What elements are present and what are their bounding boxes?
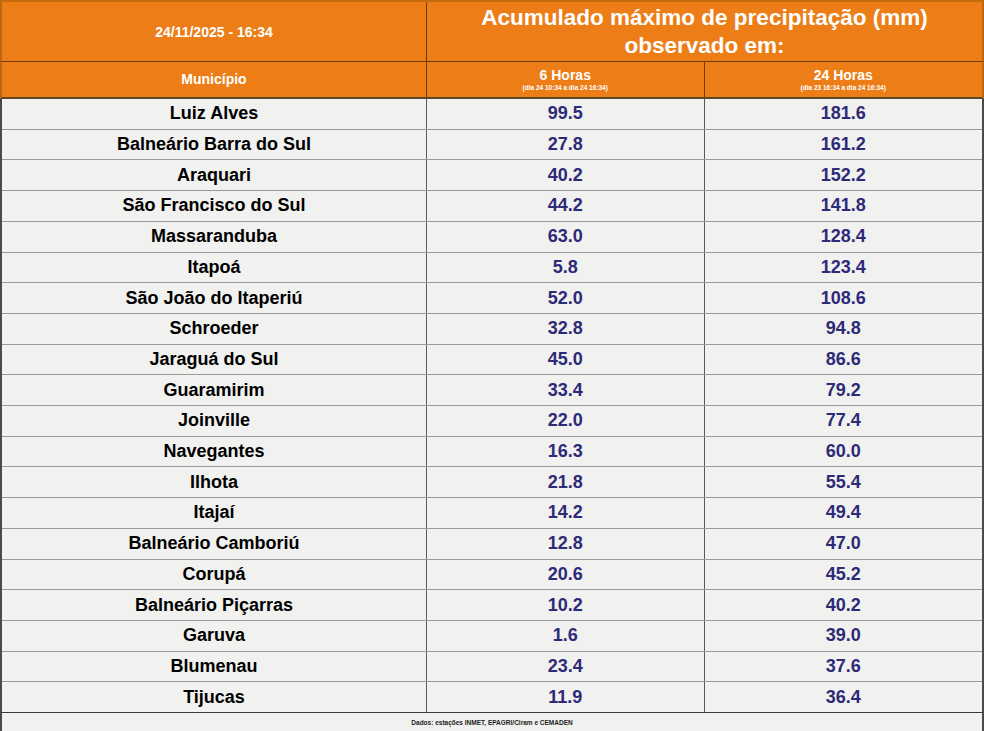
value-24h-cell: 36.4 xyxy=(705,682,983,712)
value-6h-cell: 63.0 xyxy=(427,222,705,252)
municipality-cell: Navegantes xyxy=(2,437,427,467)
column-header-6h-sub: (dia 24 10:34 a dia 24 16:34) xyxy=(523,83,608,92)
value-6h-cell: 14.2 xyxy=(427,498,705,528)
municipality-cell: Balneário Barra do Sul xyxy=(2,130,427,160)
value-6h-cell: 32.8 xyxy=(427,314,705,344)
municipality-cell: Ilhota xyxy=(2,467,427,497)
municipality-cell: Itajaí xyxy=(2,498,427,528)
value-24h-cell: 128.4 xyxy=(705,222,983,252)
table-row: Balneário Camboriú12.847.0 xyxy=(2,529,982,560)
municipality-cell: Corupá xyxy=(2,560,427,590)
value-24h-cell: 39.0 xyxy=(705,621,983,651)
municipality-cell: Tijucas xyxy=(2,682,427,712)
value-6h-cell: 40.2 xyxy=(427,160,705,190)
column-header-6h-label: 6 Horas xyxy=(540,67,591,83)
column-header-24h: 24 Horas (dia 23 16:34 a dia 24 16:34) xyxy=(705,62,983,97)
table-row: Corupá20.645.2 xyxy=(2,560,982,591)
value-24h-cell: 49.4 xyxy=(705,498,983,528)
table-row: Jaraguá do Sul45.086.6 xyxy=(2,345,982,376)
municipality-cell: Itapoá xyxy=(2,253,427,283)
table-row: Guaramirim33.479.2 xyxy=(2,375,982,406)
value-6h-cell: 21.8 xyxy=(427,467,705,497)
data-source-note: Dados: estações INMET, EPAGRI/Ciram e CE… xyxy=(0,713,984,731)
value-6h-cell: 23.4 xyxy=(427,652,705,682)
table-row: Itajaí14.249.4 xyxy=(2,498,982,529)
value-24h-cell: 123.4 xyxy=(705,253,983,283)
value-24h-cell: 152.2 xyxy=(705,160,983,190)
table-row: Blumenau23.437.6 xyxy=(2,652,982,683)
column-header-6h: 6 Horas (dia 24 10:34 a dia 24 16:34) xyxy=(427,62,705,97)
value-6h-cell: 12.8 xyxy=(427,529,705,559)
table-row: Schroeder32.894.8 xyxy=(2,314,982,345)
column-header-row: Município 6 Horas (dia 24 10:34 a dia 24… xyxy=(0,62,984,99)
table-title-line2: observado em: xyxy=(624,32,784,59)
municipality-cell: São Francisco do Sul xyxy=(2,191,427,221)
value-6h-cell: 20.6 xyxy=(427,560,705,590)
table-row: Itapoá5.8123.4 xyxy=(2,253,982,284)
table-row: Balneário Piçarras10.240.2 xyxy=(2,590,982,621)
value-24h-cell: 77.4 xyxy=(705,406,983,436)
value-6h-cell: 10.2 xyxy=(427,590,705,620)
municipality-cell: Araquari xyxy=(2,160,427,190)
table-row: Araquari40.2152.2 xyxy=(2,160,982,191)
value-6h-cell: 99.5 xyxy=(427,99,705,129)
value-24h-cell: 141.8 xyxy=(705,191,983,221)
value-24h-cell: 47.0 xyxy=(705,529,983,559)
municipality-cell: Balneário Piçarras xyxy=(2,590,427,620)
value-24h-cell: 86.6 xyxy=(705,345,983,375)
value-6h-cell: 22.0 xyxy=(427,406,705,436)
table-row: Massaranduba63.0128.4 xyxy=(2,222,982,253)
value-24h-cell: 60.0 xyxy=(705,437,983,467)
value-24h-cell: 108.6 xyxy=(705,283,983,313)
table-row: Garuva1.639.0 xyxy=(2,621,982,652)
value-6h-cell: 16.3 xyxy=(427,437,705,467)
title-row: 24/11/2025 - 16:34 Acumulado máximo de p… xyxy=(0,0,984,62)
table-row: Luiz Alves99.5181.6 xyxy=(2,99,982,130)
municipality-cell: Joinville xyxy=(2,406,427,436)
value-6h-cell: 5.8 xyxy=(427,253,705,283)
municipality-cell: São João do Itaperiú xyxy=(2,283,427,313)
value-24h-cell: 94.8 xyxy=(705,314,983,344)
municipality-cell: Luiz Alves xyxy=(2,99,427,129)
table-row: Tijucas11.936.4 xyxy=(2,682,982,713)
municipality-cell: Garuva xyxy=(2,621,427,651)
table-row: Ilhota21.855.4 xyxy=(2,467,982,498)
municipality-cell: Guaramirim xyxy=(2,375,427,405)
municipality-cell: Blumenau xyxy=(2,652,427,682)
value-6h-cell: 33.4 xyxy=(427,375,705,405)
table-title-line1: Acumulado máximo de precipitação (mm) xyxy=(481,4,927,31)
municipality-cell: Jaraguá do Sul xyxy=(2,345,427,375)
precipitation-table: 24/11/2025 - 16:34 Acumulado máximo de p… xyxy=(0,0,984,731)
value-24h-cell: 37.6 xyxy=(705,652,983,682)
value-24h-cell: 40.2 xyxy=(705,590,983,620)
value-24h-cell: 79.2 xyxy=(705,375,983,405)
value-6h-cell: 45.0 xyxy=(427,345,705,375)
value-6h-cell: 44.2 xyxy=(427,191,705,221)
column-header-24h-sub: (dia 23 16:34 a dia 24 16:34) xyxy=(801,83,886,92)
value-6h-cell: 52.0 xyxy=(427,283,705,313)
column-header-municipio: Município xyxy=(2,62,427,97)
value-6h-cell: 27.8 xyxy=(427,130,705,160)
municipality-cell: Balneário Camboriú xyxy=(2,529,427,559)
table-body: Luiz Alves99.5181.6Balneário Barra do Su… xyxy=(0,99,984,713)
column-header-24h-label: 24 Horas xyxy=(814,67,873,83)
table-row: Joinville22.077.4 xyxy=(2,406,982,437)
table-row: Navegantes16.360.0 xyxy=(2,437,982,468)
value-6h-cell: 1.6 xyxy=(427,621,705,651)
municipality-cell: Massaranduba xyxy=(2,222,427,252)
municipality-cell: Schroeder xyxy=(2,314,427,344)
table-title: Acumulado máximo de precipitação (mm) ob… xyxy=(427,2,982,61)
value-24h-cell: 181.6 xyxy=(705,99,983,129)
timestamp: 24/11/2025 - 16:34 xyxy=(2,2,427,61)
value-24h-cell: 45.2 xyxy=(705,560,983,590)
value-24h-cell: 161.2 xyxy=(705,130,983,160)
value-24h-cell: 55.4 xyxy=(705,467,983,497)
table-row: Balneário Barra do Sul27.8161.2 xyxy=(2,130,982,161)
value-6h-cell: 11.9 xyxy=(427,682,705,712)
table-row: São João do Itaperiú52.0108.6 xyxy=(2,283,982,314)
table-row: São Francisco do Sul44.2141.8 xyxy=(2,191,982,222)
